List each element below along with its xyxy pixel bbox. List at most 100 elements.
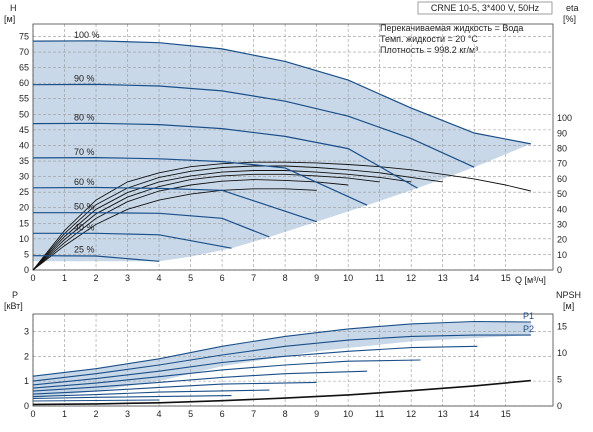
x-tick-label: 6 (220, 409, 225, 419)
power-curve (32, 320, 531, 377)
y2-tick-label: 80 (557, 144, 567, 154)
x-tick-label: 0 (30, 409, 35, 419)
speed-curve (32, 83, 475, 168)
y2-tick-label: 50 (557, 189, 567, 199)
x-tick-label: 5 (188, 273, 193, 283)
npsh-axis-label: NPSH (556, 290, 581, 300)
y2-tick-label: 40 (557, 204, 567, 214)
power-curve (32, 359, 421, 389)
y-tick-label: 75 (19, 31, 29, 41)
x-tick-label: 13 (438, 409, 448, 419)
y2-tick-label: 20 (557, 235, 567, 245)
speed-curve-label: 90 % (74, 74, 95, 84)
y-tick-label: 30 (19, 172, 29, 182)
speed-curve (32, 186, 317, 223)
efficiency-curve (32, 188, 317, 271)
y-tick-label: 3 (24, 326, 29, 336)
x-tick-label: 3 (125, 409, 130, 419)
eta-axis-label: eta (566, 3, 579, 13)
head-efficiency-plot: 0 1 2 3 4 5 6 7 8 9 10 11 12 13 14 15051015202530354045… (19, 23, 572, 283)
operating-range-area (33, 321, 531, 399)
y-tick-label: 25 (19, 187, 29, 197)
power-curve-label: P2 (523, 324, 534, 334)
speed-curve-label: 25 % (74, 245, 95, 255)
y-tick-label: 35 (19, 156, 29, 166)
power-curve (32, 381, 317, 395)
npsh-axis-unit: [м] (563, 301, 574, 311)
y-tick-label: 15 (19, 218, 29, 228)
power-curve-label: P1 (523, 311, 534, 321)
y-tick-label: 1 (24, 376, 29, 386)
x-tick-label: 8 (283, 409, 288, 419)
x-tick-label: 5 (188, 409, 193, 419)
efficiency-curve (32, 179, 349, 271)
liquid-note: Перекачиваемая жидкость = Вода (380, 23, 523, 33)
speed-curve (32, 122, 418, 189)
power-axis-unit: [кВт] (4, 301, 23, 311)
y2-tick-label: 70 (557, 159, 567, 169)
power-curve (32, 389, 270, 398)
power-axis-label: P (12, 290, 18, 300)
x-tick-label: 13 (438, 273, 448, 283)
y2-tick-label: 10 (557, 348, 567, 358)
x-tick-label: 14 (469, 409, 479, 419)
x-tick-label: 3 (125, 273, 130, 283)
power-curve (32, 370, 368, 392)
x-tick-label: 0 (30, 273, 35, 283)
x-tick-label: 10 (343, 273, 353, 283)
operating-range-area (33, 40, 531, 262)
x-tick-label: 15 (501, 409, 511, 419)
temperature-note: Темп. жидкости = 20 °C (380, 34, 478, 44)
y-tick-label: 60 (19, 78, 29, 88)
density-note: Плотность = 998.2 кг/м³ (380, 45, 478, 55)
pump-title: CRNE 10-5, 3*400 V, 50Hz (431, 3, 540, 13)
x-tick-label: 4 (157, 409, 162, 419)
x-tick-label: 14 (469, 273, 479, 283)
power-curve (32, 379, 531, 406)
speed-curve (33, 232, 232, 249)
y-tick-label: 40 (19, 140, 29, 150)
speed-curve (32, 40, 532, 145)
header-box: CRNE 10-5, 3*400 V, 50Hz (417, 1, 553, 15)
y-tick-label: 55 (19, 94, 29, 104)
x-tick-label: 11 (375, 273, 384, 283)
y2-tick-label: 90 (557, 128, 567, 138)
y-tick-label: 20 (19, 203, 29, 213)
y2-tick-label: 0 (557, 401, 562, 411)
y2-tick-label: 30 (557, 219, 567, 229)
plot-frame (32, 313, 554, 407)
y2-tick-label: 60 (557, 174, 567, 184)
speed-curve-label: 80 % (74, 113, 95, 123)
x-tick-label: 2 (94, 273, 99, 283)
x-tick-label: 9 (314, 409, 319, 419)
speed-curve-label: 40 % (74, 222, 95, 232)
power-curve (32, 345, 478, 386)
y-tick-label: 65 (19, 63, 29, 73)
power-curve (32, 399, 160, 402)
flow-axis-label: Q [м³/ч] (515, 275, 546, 285)
speed-curve (33, 212, 270, 238)
plot-frame (32, 23, 554, 271)
x-tick-label: 10 (343, 409, 353, 419)
x-tick-label: 11 (375, 409, 384, 419)
speed-curve (32, 255, 160, 262)
head-axis-label: H (10, 3, 17, 13)
y-tick-label: 50 (19, 109, 29, 119)
y2-tick-label: 5 (557, 375, 562, 385)
power-curve (32, 395, 232, 400)
x-tick-label: 1 (62, 273, 67, 283)
efficiency-curve (32, 165, 443, 271)
y-tick-label: 45 (19, 125, 29, 135)
y-tick-label: 0 (24, 401, 29, 411)
x-tick-label: 7 (251, 409, 256, 419)
speed-curve-label: 60 % (74, 177, 95, 187)
x-tick-label: 8 (283, 273, 288, 283)
speed-curve-label: 70 % (74, 147, 95, 157)
y-tick-label: 0 (24, 265, 29, 275)
x-tick-label: 4 (157, 273, 162, 283)
x-tick-label: 2 (94, 409, 99, 419)
speed-curve-label: 50 % (74, 202, 95, 212)
speed-curve (32, 156, 368, 206)
